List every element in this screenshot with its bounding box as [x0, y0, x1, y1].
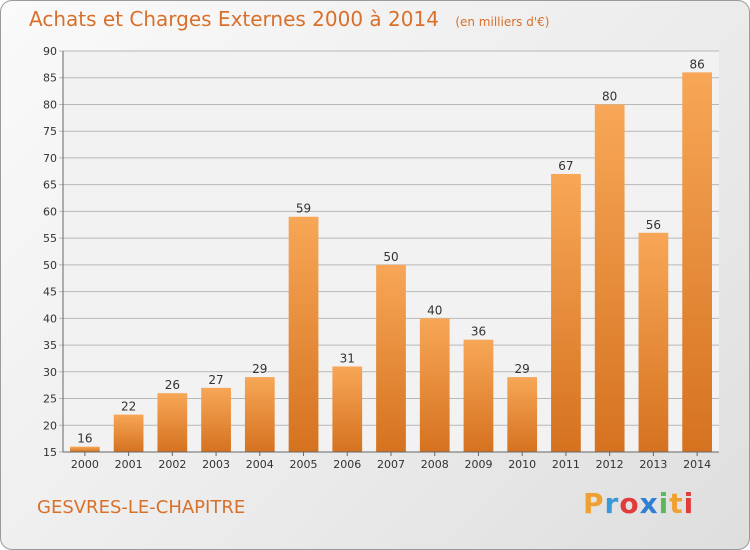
bar-value-label: 56: [646, 218, 661, 232]
y-tick-label: 85: [43, 72, 57, 85]
y-tick-label: 25: [43, 393, 57, 406]
x-tick-label: 2007: [377, 458, 405, 471]
bar-2006: [332, 366, 363, 452]
bar-2013: [638, 232, 669, 452]
logo-letter: r: [604, 487, 620, 520]
bar-2010: [507, 377, 538, 452]
y-tick-label: 20: [43, 419, 57, 432]
chart-title-text: Achats et Charges Externes 2000 à 2014: [29, 7, 439, 31]
x-tick-label: 2002: [158, 458, 186, 471]
x-tick-label: 2006: [333, 458, 361, 471]
bar-value-label: 31: [340, 351, 355, 365]
bar-value-label: 50: [383, 250, 398, 264]
bar-2008: [419, 318, 450, 452]
chart-unit: (en milliers d'€): [455, 15, 550, 29]
bar-value-label: 86: [689, 57, 704, 71]
bar-value-label: 29: [252, 362, 267, 376]
bar-2014: [682, 72, 713, 453]
bar-2003: [201, 387, 231, 452]
x-tick-label: 2010: [508, 458, 536, 471]
x-tick-label: 2004: [246, 458, 274, 471]
bar-2001: [113, 414, 144, 452]
x-tick-label: 2000: [71, 458, 99, 471]
bar-2000: [69, 446, 100, 452]
bar-2002: [157, 393, 188, 452]
y-tick-label: 45: [43, 286, 57, 299]
y-tick-label: 15: [43, 446, 57, 459]
y-tick-label: 80: [43, 98, 57, 111]
bar-2009: [463, 339, 494, 452]
bar-value-label: 67: [558, 159, 573, 173]
x-tick-label: 2001: [115, 458, 143, 471]
y-tick-label: 50: [43, 259, 57, 272]
y-tick-label: 90: [43, 45, 57, 58]
bar-value-label: 36: [471, 325, 486, 339]
x-tick-label: 2011: [552, 458, 580, 471]
logo-letter: x: [639, 487, 659, 520]
x-tick-label: 2013: [639, 458, 667, 471]
bar-value-label: 26: [165, 378, 180, 392]
commune-name: GESVRES-LE-CHAPITRE: [37, 497, 246, 518]
proxiti-logo[interactable]: Proxiti: [583, 487, 694, 520]
logo-letter: i: [683, 487, 695, 520]
bar-value-label: 29: [515, 362, 530, 376]
logo-letter: P: [583, 487, 605, 520]
bar-2004: [244, 377, 275, 452]
logo-letter: t: [669, 487, 684, 520]
bar-value-label: 59: [296, 202, 311, 216]
bar-2005: [288, 216, 319, 452]
bar-value-label: 22: [121, 400, 136, 414]
y-tick-label: 65: [43, 179, 57, 192]
x-tick-label: 2012: [596, 458, 624, 471]
bar-value-label: 27: [208, 373, 223, 387]
x-tick-label: 2014: [683, 458, 711, 471]
x-tick-label: 2005: [290, 458, 318, 471]
y-tick-label: 30: [43, 366, 57, 379]
bar-2007: [376, 264, 406, 452]
y-tick-label: 70: [43, 152, 57, 165]
x-tick-label: 2008: [421, 458, 449, 471]
x-tick-label: 2003: [202, 458, 230, 471]
bar-2011: [551, 173, 581, 452]
y-tick-label: 55: [43, 232, 57, 245]
bar-2012: [594, 104, 625, 452]
bar-value-label: 80: [602, 89, 617, 103]
y-tick-label: 35: [43, 339, 57, 352]
chart-title: Achats et Charges Externes 2000 à 2014 (…: [29, 7, 549, 31]
y-tick-label: 40: [43, 312, 57, 325]
logo-letter: o: [619, 487, 640, 520]
bar-value-label: 16: [77, 432, 92, 446]
y-tick-label: 75: [43, 125, 57, 138]
bar-value-label: 40: [427, 303, 442, 317]
x-tick-label: 2009: [464, 458, 492, 471]
y-tick-label: 60: [43, 205, 57, 218]
logo-letter: i: [658, 487, 670, 520]
